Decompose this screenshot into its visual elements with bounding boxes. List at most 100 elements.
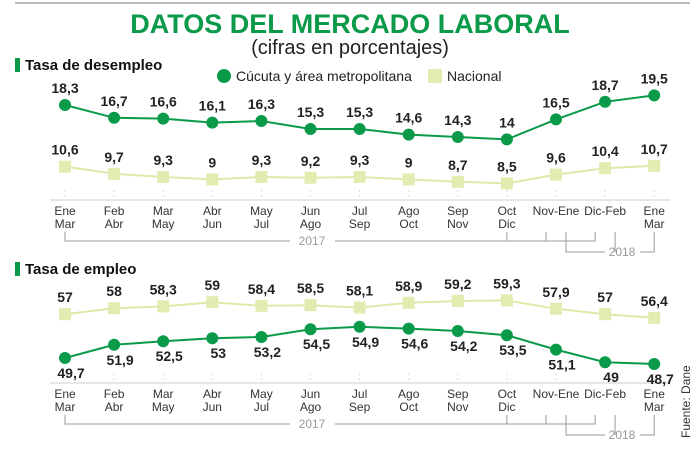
x-tick-label: Nov (447, 217, 468, 231)
data-point-nacional (206, 173, 219, 186)
data-label-cucuta: 19,5 (641, 70, 668, 86)
data-point-cucuta (206, 332, 219, 345)
year-label-2017: 2017 (299, 417, 326, 431)
x-tick-label: Dic (498, 217, 515, 231)
data-label-nacional: 58,1 (346, 283, 373, 299)
data-point-cucuta (157, 112, 170, 125)
data-point-cucuta (500, 133, 513, 146)
x-tick-label: Abr (105, 217, 124, 231)
x-tick-label: Mar (55, 217, 76, 231)
data-label-nacional: 9 (208, 154, 216, 170)
data-point-nacional (255, 171, 268, 183)
data-point-cucuta (304, 123, 317, 135)
data-point-nacional (648, 311, 661, 324)
data-point-cucuta (550, 113, 562, 126)
x-tick-label: Jul (352, 387, 367, 401)
x-tick-label: Dic-Feb (584, 387, 626, 401)
x-tick-label: Sep (349, 217, 371, 231)
x-tick-label: Feb (104, 387, 125, 401)
data-point-cucuta (353, 320, 366, 333)
data-point-cucuta (206, 116, 219, 129)
data-label-nacional: 56,4 (641, 293, 668, 309)
data-label-nacional: 9,6 (546, 150, 566, 166)
data-label-cucuta: 16,1 (199, 98, 226, 114)
x-tick-label: Ene (54, 204, 76, 218)
year-label-2017: 2017 (299, 234, 326, 248)
chart-title: DATOS DEL MERCADO LABORAL (130, 9, 570, 39)
data-label-cucuta: 15,3 (346, 104, 373, 120)
data-point-cucuta (255, 115, 268, 127)
data-label-cucuta: 14,6 (395, 110, 422, 126)
x-tick-label: Abr (203, 204, 222, 218)
section-title: Tasa de empleo (25, 261, 136, 278)
data-label-cucuta: 18,7 (591, 77, 618, 93)
data-label-nacional: 9,3 (153, 152, 173, 168)
data-label-cucuta: 16,3 (248, 96, 275, 112)
x-tick-label: Jul (254, 217, 269, 231)
data-point-cucuta (59, 352, 71, 364)
data-label-cucuta: 18,3 (51, 80, 78, 96)
data-label-nacional: 9,7 (104, 149, 124, 165)
data-label-cucuta: 51,1 (548, 357, 575, 373)
data-label-nacional: 58 (106, 283, 122, 299)
data-point-cucuta (304, 323, 317, 336)
data-label-cucuta: 16,5 (542, 94, 569, 110)
data-point-cucuta (599, 356, 612, 369)
x-tick-label: Nov (447, 400, 468, 414)
section-title: Tasa de desempleo (25, 57, 162, 74)
data-point-nacional (206, 296, 219, 309)
data-point-nacional (59, 308, 71, 321)
x-tick-label: Jul (254, 400, 269, 414)
x-tick-label: Jun (301, 204, 320, 218)
data-label-cucuta: 53,5 (499, 342, 526, 358)
data-point-nacional (500, 177, 513, 190)
x-tick-label: Feb (104, 204, 125, 218)
data-label-nacional: 58,3 (150, 281, 177, 297)
x-tick-label: Mar (644, 217, 665, 231)
x-tick-label: Ago (398, 387, 420, 401)
legend-marker-nacional (428, 69, 442, 83)
x-tick-label: Ago (300, 400, 322, 414)
data-label-nacional: 57 (597, 289, 613, 305)
data-label-cucuta: 48,7 (647, 371, 674, 387)
x-tick-label: May (250, 387, 273, 401)
data-label-cucuta: 54,9 (352, 334, 379, 350)
x-tick-label: Jul (352, 204, 367, 218)
data-point-nacional (157, 300, 170, 313)
data-label-cucuta: 14,3 (444, 112, 471, 128)
data-label-cucuta: 54,6 (401, 336, 428, 352)
data-point-nacional (59, 160, 71, 173)
data-point-nacional (451, 295, 464, 307)
section-marker (15, 58, 20, 72)
data-point-nacional (108, 302, 121, 315)
x-tick-label: Ene (644, 387, 666, 401)
legend-label-cucuta: Cúcuta y área metropolitana (236, 68, 412, 84)
data-point-cucuta (255, 331, 268, 343)
x-tick-label: Sep (447, 387, 469, 401)
data-label-nacional: 58,9 (395, 278, 422, 294)
data-label-nacional: 10,7 (641, 141, 668, 157)
data-point-nacional (550, 168, 562, 181)
data-label-nacional: 8,5 (497, 158, 517, 174)
data-point-nacional (402, 296, 415, 309)
data-label-cucuta: 54,2 (450, 338, 477, 354)
legend-marker-cucuta (217, 69, 231, 83)
data-label-cucuta: 54,5 (303, 336, 330, 352)
data-point-cucuta (402, 322, 415, 335)
x-tick-label: Ene (644, 204, 666, 218)
data-label-cucuta: 53 (211, 345, 227, 361)
data-label-nacional: 59,2 (444, 276, 471, 292)
data-point-cucuta (451, 131, 464, 143)
data-label-nacional: 10,6 (51, 142, 78, 158)
data-point-cucuta (500, 329, 513, 342)
data-point-nacional (599, 162, 612, 175)
year-label-2018: 2018 (609, 245, 636, 259)
data-point-nacional (353, 301, 366, 314)
x-tick-label: Abr (203, 387, 222, 401)
x-tick-label: Ene (54, 387, 76, 401)
data-point-nacional (451, 175, 464, 188)
x-tick-label: Dic (498, 400, 515, 414)
data-label-nacional: 9,3 (350, 152, 370, 168)
data-label-nacional: 8,7 (448, 157, 468, 173)
